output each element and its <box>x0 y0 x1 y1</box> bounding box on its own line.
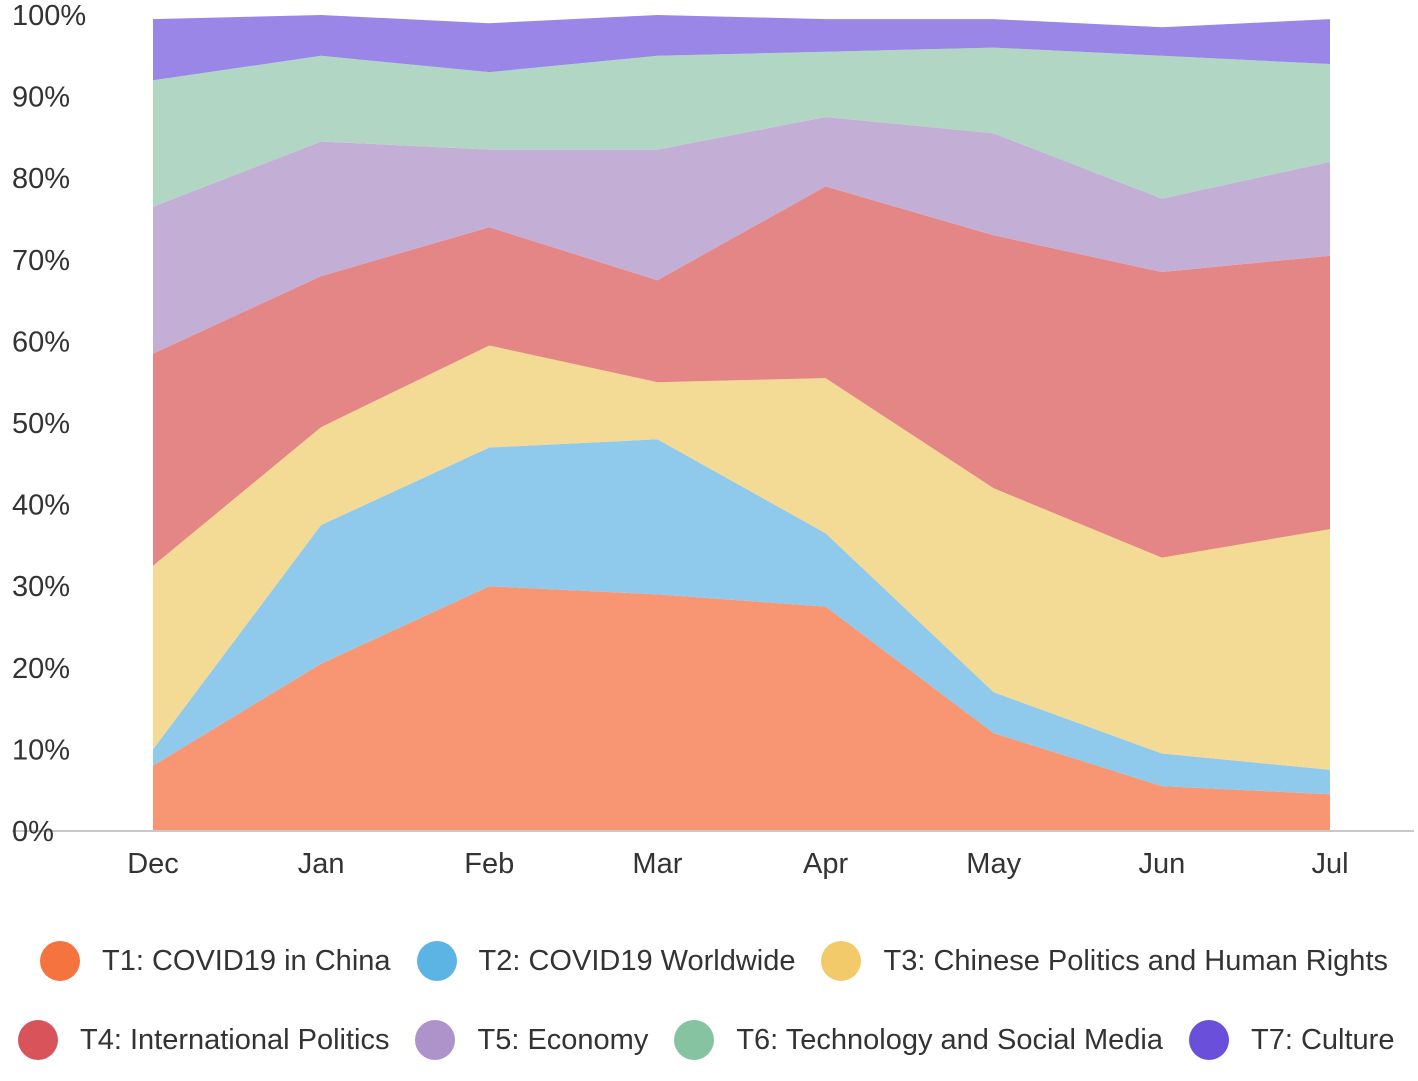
x-tick-label: May <box>966 848 1021 880</box>
legend-item-t1: T1: COVID19 in China <box>40 941 391 981</box>
x-tick-label: Jul <box>1311 848 1348 880</box>
area-series-t4 <box>153 186 1330 566</box>
y-tick-label: 40% <box>12 490 70 522</box>
legend-item-t4: T4: International Politics <box>18 1020 389 1060</box>
stacked-area-chart: 0% 10% 20% 30% 40% 50% 60% 70% 80% 90% 100% Dec Jan… <box>12 0 1414 880</box>
x-axis-ticks: Dec Jan Feb Mar Apr May Jun Jul <box>127 848 1348 880</box>
area-series-t3 <box>153 345 1330 770</box>
x-tick-label: Apr <box>803 848 848 880</box>
legend-label-t6: T6: Technology and Social Media <box>736 1023 1164 1056</box>
legend-label-t7: T7: Culture <box>1251 1023 1395 1056</box>
legend-row-2: T4: International Politics T5: Economy T… <box>18 1010 1418 1070</box>
area-series-t1 <box>153 586 1330 831</box>
x-tick-label: Feb <box>464 848 514 880</box>
legend-item-t2: T2: COVID19 Worldwide <box>416 941 796 981</box>
y-tick-label: 70% <box>12 245 70 277</box>
y-tick-label: 80% <box>12 163 70 195</box>
legend-swatch-t1 <box>40 941 80 981</box>
x-tick-label: Jun <box>1139 848 1186 880</box>
legend-label-t1: T1: COVID19 in China <box>102 944 391 977</box>
x-tick-label: Mar <box>632 848 682 880</box>
legend-swatch-t4 <box>18 1020 58 1060</box>
legend-item-t5: T5: Economy <box>415 1020 648 1060</box>
y-tick-label: 10% <box>12 734 70 766</box>
legend-swatch-t5 <box>415 1020 456 1060</box>
y-tick-label: 100% <box>12 0 86 32</box>
legend-swatch-t6 <box>674 1020 715 1060</box>
legend-label-t5: T5: Economy <box>477 1023 649 1056</box>
y-tick-label: 50% <box>12 408 70 440</box>
legend-row-1: T1: COVID19 in China T2: COVID19 Worldwi… <box>40 931 1414 991</box>
area-layers <box>153 15 1330 831</box>
legend-item-t7: T7: Culture <box>1189 1020 1394 1060</box>
y-tick-label: 20% <box>12 653 70 685</box>
legend-swatch-t2 <box>416 941 457 981</box>
area-series-t2 <box>153 439 1330 795</box>
area-series-t6 <box>153 47 1330 207</box>
legend-swatch-t7 <box>1189 1020 1230 1060</box>
y-axis-ticks: 0% 10% 20% 30% 40% 50% 60% 70% 80% 90% 100% <box>12 0 86 848</box>
y-tick-label: 60% <box>12 326 70 358</box>
legend-item-t3: T3: Chinese Politics and Human Rights <box>821 941 1388 981</box>
legend-label-t4: T4: International Politics <box>80 1023 390 1056</box>
y-tick-label: 0% <box>12 816 54 848</box>
legend-swatch-t3 <box>821 941 862 981</box>
legend-item-t6: T6: Technology and Social Media <box>674 1020 1163 1060</box>
y-tick-label: 90% <box>12 82 70 114</box>
x-tick-label: Dec <box>127 848 179 880</box>
legend-label-t2: T2: COVID19 Worldwide <box>478 944 796 977</box>
legend-label-t3: T3: Chinese Politics and Human Rights <box>883 944 1388 977</box>
y-tick-label: 30% <box>12 571 70 603</box>
x-tick-label: Jan <box>298 848 345 880</box>
area-series-t7 <box>153 15 1330 81</box>
area-series-t5 <box>153 117 1330 354</box>
